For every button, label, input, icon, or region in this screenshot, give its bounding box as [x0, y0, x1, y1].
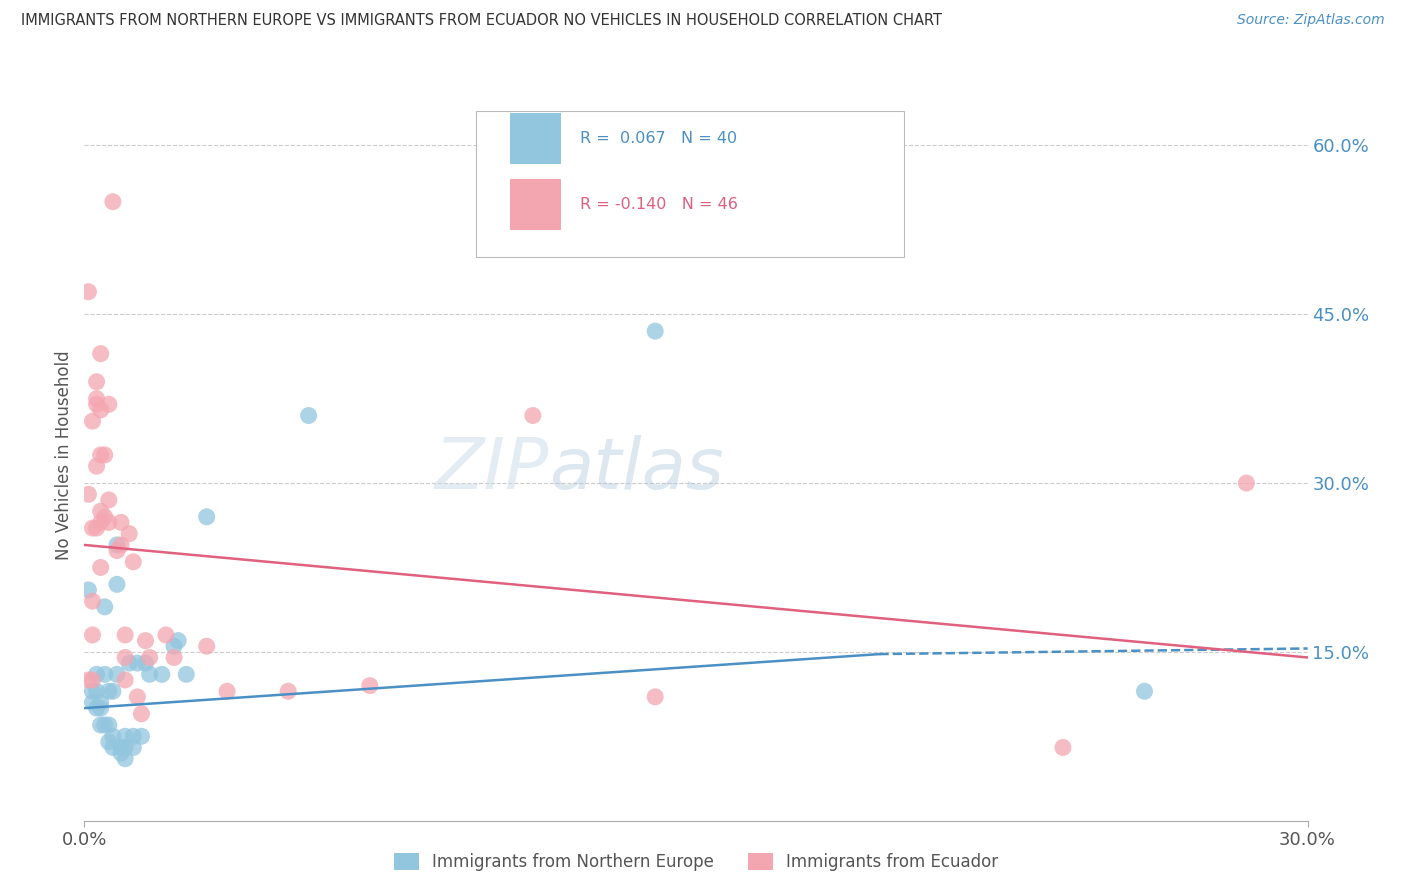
Point: [110, 740, 132, 755]
Point: [97, 684, 120, 698]
Text: R =  0.067   N = 40: R = 0.067 N = 40: [579, 131, 737, 146]
Point: [82, 696, 104, 710]
Point: [77, 673, 100, 687]
Y-axis label: No Vehicles in Household: No Vehicles in Household: [55, 350, 73, 560]
Point: [522, 409, 544, 423]
Point: [105, 538, 128, 552]
Point: [298, 409, 321, 423]
Point: [90, 516, 112, 530]
Point: [90, 346, 112, 360]
Point: [97, 735, 120, 749]
Point: [93, 599, 117, 614]
Point: [110, 538, 132, 552]
Point: [90, 718, 112, 732]
Point: [93, 448, 117, 462]
Point: [97, 718, 120, 732]
Point: [97, 492, 120, 507]
FancyBboxPatch shape: [510, 179, 561, 229]
Point: [155, 628, 177, 642]
Point: [1052, 740, 1074, 755]
Point: [114, 729, 136, 743]
Point: [1236, 476, 1258, 491]
Point: [114, 740, 136, 755]
Point: [90, 504, 112, 518]
Point: [105, 543, 128, 558]
Point: [118, 656, 141, 670]
Point: [82, 684, 104, 698]
Point: [86, 701, 108, 715]
Point: [93, 718, 117, 732]
Point: [127, 690, 149, 704]
Point: [90, 701, 112, 715]
Point: [90, 448, 112, 462]
Point: [86, 375, 108, 389]
Point: [90, 560, 112, 574]
Point: [101, 194, 124, 209]
Point: [110, 516, 132, 530]
Point: [359, 679, 381, 693]
Point: [90, 403, 112, 417]
Point: [131, 706, 153, 721]
Point: [131, 729, 153, 743]
Point: [135, 656, 157, 670]
Point: [105, 667, 128, 681]
Point: [101, 740, 124, 755]
Point: [176, 667, 198, 681]
Point: [93, 667, 117, 681]
Point: [97, 397, 120, 411]
Point: [86, 684, 108, 698]
Point: [127, 656, 149, 670]
Point: [138, 667, 160, 681]
Point: [277, 684, 299, 698]
Point: [77, 285, 100, 299]
Point: [110, 746, 132, 760]
Point: [163, 650, 186, 665]
Point: [167, 633, 190, 648]
Text: atlas: atlas: [550, 435, 724, 504]
Point: [82, 673, 104, 687]
Point: [101, 729, 124, 743]
Point: [86, 392, 108, 406]
Point: [138, 650, 160, 665]
Point: [644, 690, 666, 704]
Point: [82, 521, 104, 535]
Point: [118, 526, 141, 541]
Point: [114, 650, 136, 665]
Point: [86, 667, 108, 681]
Point: [82, 414, 104, 428]
Point: [122, 555, 145, 569]
Point: [82, 628, 104, 642]
Point: [150, 667, 173, 681]
Point: [122, 740, 145, 755]
Point: [86, 521, 108, 535]
Point: [105, 577, 128, 591]
Text: Source: ZipAtlas.com: Source: ZipAtlas.com: [1237, 13, 1385, 28]
Point: [97, 516, 120, 530]
Point: [114, 628, 136, 642]
Point: [1133, 684, 1156, 698]
Point: [101, 684, 124, 698]
Point: [114, 673, 136, 687]
Point: [77, 487, 100, 501]
Text: IMMIGRANTS FROM NORTHERN EUROPE VS IMMIGRANTS FROM ECUADOR NO VEHICLES IN HOUSEH: IMMIGRANTS FROM NORTHERN EUROPE VS IMMIG…: [21, 13, 942, 29]
Point: [86, 397, 108, 411]
Point: [135, 633, 157, 648]
FancyBboxPatch shape: [510, 113, 561, 164]
Point: [195, 639, 218, 653]
Point: [86, 459, 108, 474]
Point: [644, 324, 666, 338]
Point: [195, 509, 218, 524]
Text: ZIP: ZIP: [434, 435, 550, 504]
Text: R = -0.140   N = 46: R = -0.140 N = 46: [579, 197, 738, 212]
Point: [93, 509, 117, 524]
Point: [82, 594, 104, 608]
Point: [90, 696, 112, 710]
Point: [77, 582, 100, 597]
Point: [217, 684, 239, 698]
Point: [122, 729, 145, 743]
FancyBboxPatch shape: [475, 112, 904, 258]
Point: [163, 639, 186, 653]
Point: [114, 752, 136, 766]
Legend: Immigrants from Northern Europe, Immigrants from Ecuador: Immigrants from Northern Europe, Immigra…: [387, 847, 1005, 878]
